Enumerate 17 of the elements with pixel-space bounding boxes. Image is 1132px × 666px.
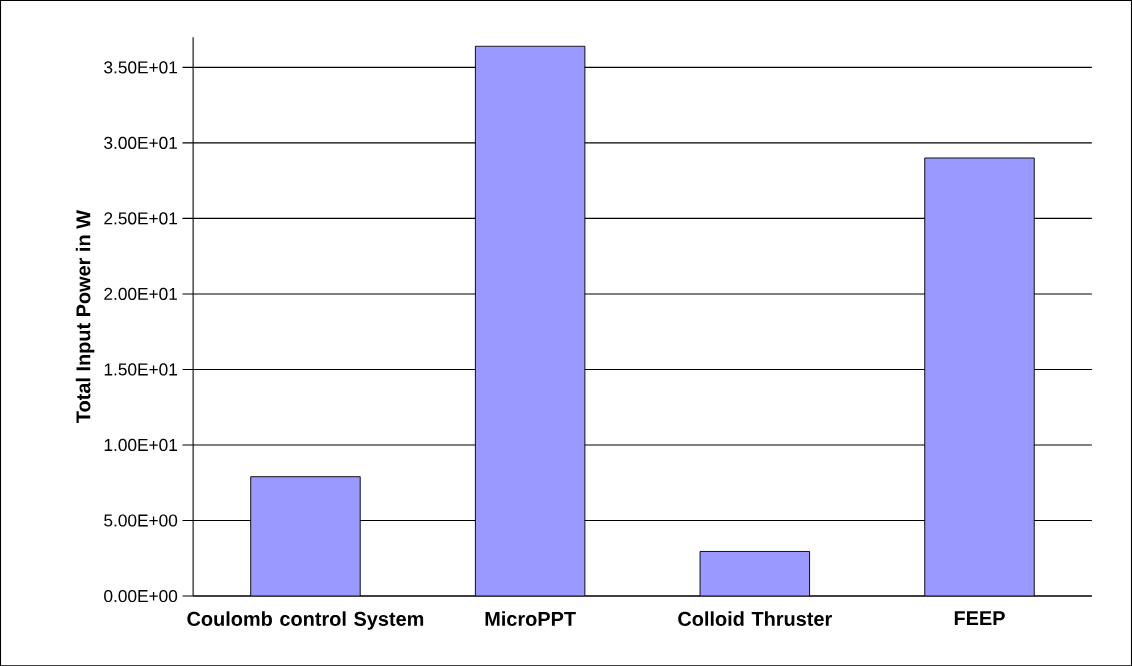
- x-tick-label: FEEP: [954, 611, 1005, 625]
- y-tick-label: 2.50E+01: [104, 212, 177, 225]
- y-tick-label: 2.00E+01: [104, 287, 177, 300]
- bar: [699, 550, 811, 596]
- y-tick-label: 1.50E+01: [104, 363, 177, 376]
- y-tick-label: 0.00E+00: [104, 589, 178, 602]
- bar: [474, 45, 586, 596]
- y-tick-label: 1.00E+01: [104, 438, 177, 451]
- bar: [250, 476, 361, 596]
- y-tick-label: 3.00E+01: [104, 136, 177, 149]
- x-tick-label: Coulomb control System: [187, 611, 424, 630]
- y-tick-label: 3.50E+01: [104, 61, 177, 74]
- y-tick-label: 5.00E+00: [104, 514, 178, 527]
- y-axis-title: Total Input Power in W: [75, 209, 95, 423]
- x-tick-label: Colloid Thruster: [678, 611, 832, 626]
- bar: [924, 157, 1035, 596]
- x-tick-label: MicroPPT: [485, 611, 576, 626]
